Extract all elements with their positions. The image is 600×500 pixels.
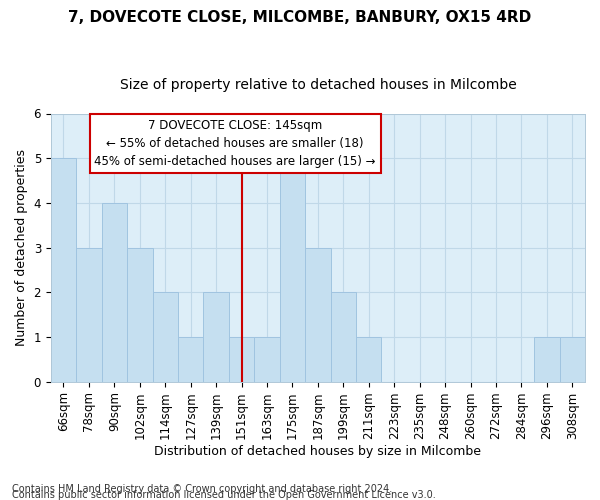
Bar: [127, 248, 152, 382]
Bar: [229, 337, 254, 382]
Bar: [152, 292, 178, 382]
Bar: [178, 337, 203, 382]
Bar: [356, 337, 382, 382]
Bar: [534, 337, 560, 382]
Bar: [254, 337, 280, 382]
Bar: [101, 203, 127, 382]
Bar: [280, 158, 305, 382]
Bar: [560, 337, 585, 382]
Text: Contains public sector information licensed under the Open Government Licence v3: Contains public sector information licen…: [12, 490, 436, 500]
Title: Size of property relative to detached houses in Milcombe: Size of property relative to detached ho…: [119, 78, 516, 92]
Text: 7 DOVECOTE CLOSE: 145sqm
← 55% of detached houses are smaller (18)
45% of semi-d: 7 DOVECOTE CLOSE: 145sqm ← 55% of detach…: [94, 119, 376, 168]
Bar: [76, 248, 101, 382]
Bar: [305, 248, 331, 382]
Text: Contains HM Land Registry data © Crown copyright and database right 2024.: Contains HM Land Registry data © Crown c…: [12, 484, 392, 494]
Text: 7, DOVECOTE CLOSE, MILCOMBE, BANBURY, OX15 4RD: 7, DOVECOTE CLOSE, MILCOMBE, BANBURY, OX…: [68, 10, 532, 25]
Bar: [51, 158, 76, 382]
Bar: [203, 292, 229, 382]
Bar: [331, 292, 356, 382]
Y-axis label: Number of detached properties: Number of detached properties: [15, 149, 28, 346]
X-axis label: Distribution of detached houses by size in Milcombe: Distribution of detached houses by size …: [154, 444, 481, 458]
